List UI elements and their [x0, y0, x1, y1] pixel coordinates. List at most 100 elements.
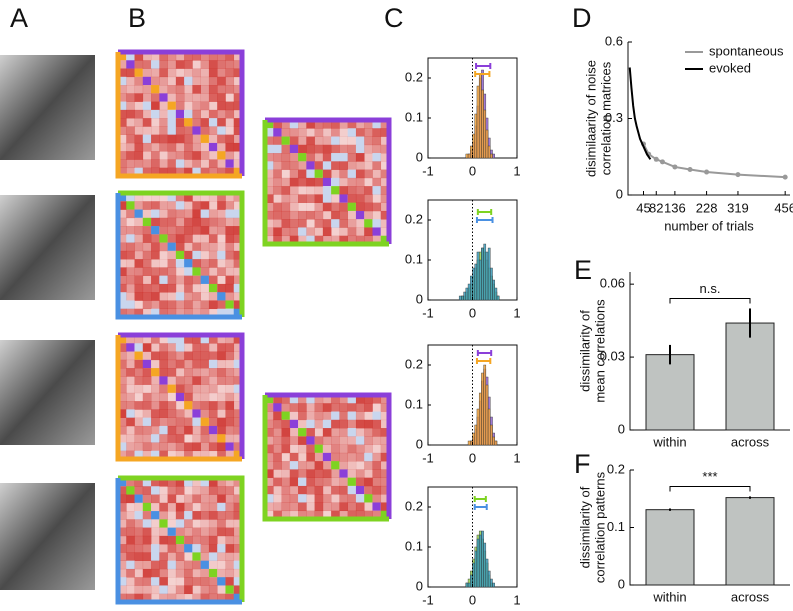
- significance-bracket: [669, 485, 751, 492]
- matrix-cell: [142, 259, 152, 268]
- matrix-cell: [126, 568, 135, 578]
- matrix-cell: [298, 136, 307, 146]
- matrix-cell: [134, 134, 144, 144]
- diagonal-cell: [233, 450, 242, 459]
- matrix-cell: [289, 403, 299, 412]
- matrix-cell: [208, 300, 218, 310]
- diagonal-cell: [380, 510, 389, 519]
- matrix-cell: [118, 201, 127, 210]
- matrix-cell: [175, 52, 185, 61]
- matrix-cell: [167, 308, 177, 318]
- matrix-cell: [372, 510, 382, 520]
- matrix-cell: [184, 234, 193, 243]
- matrix-cell: [331, 153, 340, 162]
- matrix-cell: [217, 142, 226, 152]
- matrix-cell: [134, 486, 144, 495]
- matrix-cell: [159, 384, 168, 394]
- matrix-cell: [273, 136, 282, 146]
- matrix-cell: [184, 535, 193, 545]
- matrix-cell: [175, 343, 185, 352]
- matrix-cell: [192, 519, 201, 528]
- matrix-cell: [355, 461, 365, 470]
- matrix-cell: [380, 411, 390, 421]
- matrix-cell: [192, 93, 201, 102]
- matrix-cell: [151, 560, 160, 570]
- matrix-cell: [118, 392, 127, 402]
- diagonal-cell: [192, 552, 201, 561]
- matrix-cell: [355, 194, 365, 203]
- matrix-cell: [265, 136, 274, 146]
- matrix-cell: [273, 436, 282, 445]
- matrix-cell: [159, 359, 168, 369]
- matrix-cell: [298, 452, 307, 462]
- matrix-cell: [364, 202, 373, 212]
- matrix-cell: [159, 68, 168, 78]
- y-tick-label: 0.06: [600, 276, 625, 291]
- matrix-cell: [281, 444, 291, 454]
- x-tick-label: 228: [696, 200, 718, 215]
- matrix-cell: [126, 217, 135, 227]
- matrix-cell: [118, 134, 127, 144]
- matrix-cell: [233, 560, 243, 570]
- matrix-cell: [184, 502, 193, 512]
- y-tick-label: 0.3: [605, 110, 623, 125]
- matrix-cell: [298, 194, 307, 203]
- matrix-cell: [339, 169, 348, 179]
- matrix-cell: [134, 308, 144, 318]
- matrix-cell: [217, 368, 226, 377]
- diagonal-cell: [265, 120, 274, 129]
- matrix-cell: [200, 193, 210, 202]
- matrix-cell: [380, 210, 390, 220]
- matrix-cell: [380, 161, 390, 170]
- matrix-cell: [184, 442, 193, 452]
- histogram-bar: [478, 259, 482, 301]
- diagonal-cell: [339, 469, 348, 478]
- matrix-cell: [142, 167, 152, 177]
- matrix-cell: [289, 428, 299, 437]
- matrix-cell: [208, 450, 218, 460]
- matrix-cell: [364, 186, 373, 195]
- matrix-cell: [126, 234, 135, 243]
- matrix-cell: [331, 227, 340, 237]
- histogram-bar: [467, 283, 471, 301]
- matrix-cell: [380, 169, 390, 179]
- diagonal-cell: [281, 411, 290, 420]
- matrix-cell: [118, 434, 127, 443]
- matrix-cell: [281, 477, 291, 487]
- matrix-cell: [273, 395, 282, 404]
- matrix-cell: [167, 442, 177, 452]
- matrix-cell: [339, 219, 348, 228]
- matrix-cell: [175, 544, 185, 553]
- matrix-cell: [225, 76, 235, 86]
- matrix-cell: [322, 186, 332, 195]
- matrix-cell: [151, 126, 160, 135]
- matrix-cell: [364, 227, 373, 237]
- matrix-cell: [372, 419, 382, 429]
- diagonal-cell: [159, 93, 168, 102]
- matrix-cell: [151, 494, 160, 504]
- matrix-cell: [159, 60, 168, 69]
- matrix-cell: [200, 308, 210, 318]
- histogram-bar: [461, 295, 464, 301]
- matrix-cell: [339, 186, 348, 195]
- matrix-cell: [175, 300, 185, 310]
- matrix-cell: [225, 151, 235, 160]
- matrix-cell: [142, 151, 152, 160]
- matrix-cell: [217, 60, 226, 69]
- matrix-cell: [225, 68, 235, 78]
- diagonal-cell: [142, 76, 152, 86]
- matrix-border: [265, 117, 392, 244]
- matrix-cell: [200, 283, 210, 293]
- matrix-cell: [322, 161, 332, 170]
- matrix-cell: [331, 136, 340, 146]
- matrix-cell: [200, 359, 210, 369]
- matrix-cell: [372, 120, 382, 129]
- matrix-cell: [289, 227, 299, 237]
- matrix-cell: [289, 120, 299, 129]
- matrix-cell: [192, 585, 201, 595]
- matrix-cell: [159, 118, 168, 127]
- matrix-cell: [175, 511, 185, 520]
- matrix-cell: [159, 368, 168, 377]
- matrix-cell: [289, 153, 299, 162]
- matrix-cell: [192, 226, 201, 235]
